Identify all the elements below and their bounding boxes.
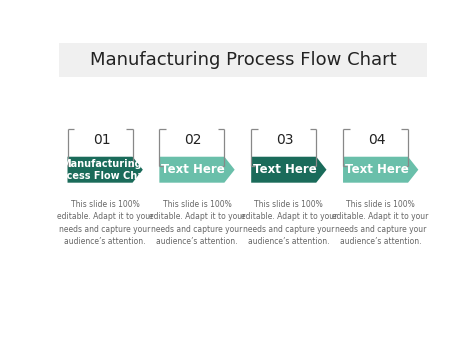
FancyBboxPatch shape bbox=[59, 43, 427, 77]
Polygon shape bbox=[343, 157, 419, 183]
Text: Text Here: Text Here bbox=[253, 163, 317, 176]
Polygon shape bbox=[159, 157, 235, 183]
Polygon shape bbox=[251, 157, 327, 183]
Text: This slide is 100%
editable. Adapt it to your
needs and capture your
audience’s : This slide is 100% editable. Adapt it to… bbox=[332, 200, 429, 246]
Text: 04: 04 bbox=[368, 133, 386, 147]
Text: 03: 03 bbox=[276, 133, 294, 147]
Text: 02: 02 bbox=[184, 133, 202, 147]
Polygon shape bbox=[67, 157, 143, 183]
Text: Manufacturing Process Flow Chart: Manufacturing Process Flow Chart bbox=[90, 51, 396, 69]
Text: Text Here: Text Here bbox=[161, 163, 225, 176]
Text: Manufacturing
Process Flow Chart: Manufacturing Process Flow Chart bbox=[48, 159, 154, 181]
Text: This slide is 100%
editable. Adapt it to your
needs and capture your
audience’s : This slide is 100% editable. Adapt it to… bbox=[149, 200, 245, 246]
Text: Text Here: Text Here bbox=[345, 163, 409, 176]
Text: This slide is 100%
editable. Adapt it to your
needs and capture your
audience’s : This slide is 100% editable. Adapt it to… bbox=[241, 200, 337, 246]
Text: 01: 01 bbox=[93, 133, 110, 147]
Text: This slide is 100%
editable. Adapt it to your
needs and capture your
audience’s : This slide is 100% editable. Adapt it to… bbox=[57, 200, 154, 246]
